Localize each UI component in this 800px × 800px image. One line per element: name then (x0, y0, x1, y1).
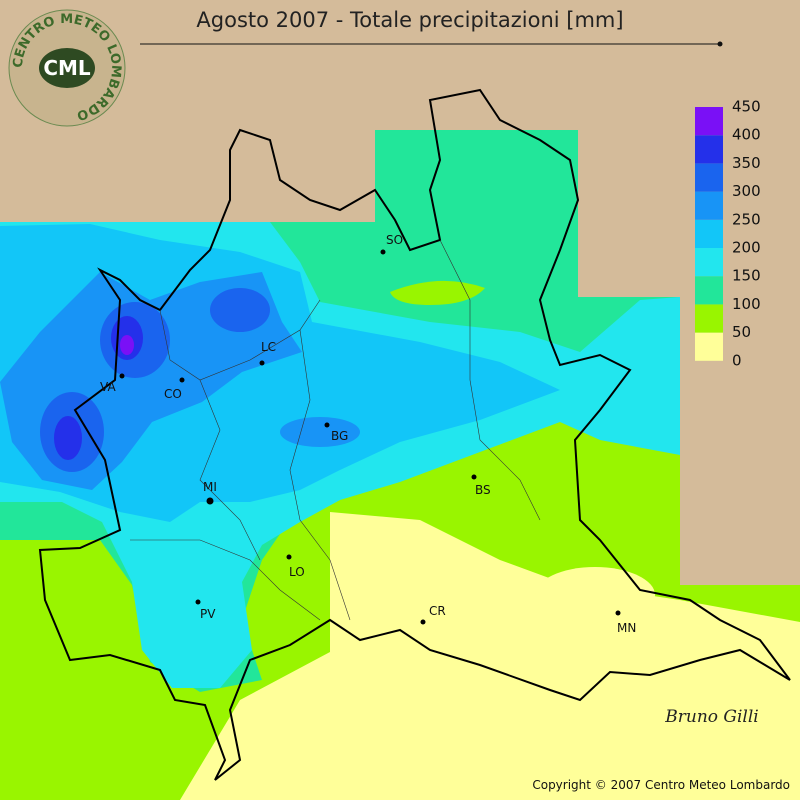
cities: SO LC CO VA BG BS MI LO PV CR MN (100, 233, 636, 635)
legend-swatch (695, 135, 723, 164)
legend-label: 300 (732, 182, 761, 200)
band (280, 417, 360, 447)
city-label: PV (200, 607, 216, 621)
signature: Bruno Gilli (664, 707, 758, 727)
city: MN (615, 610, 636, 635)
legend-swatch (695, 107, 723, 136)
legend-swatch (695, 304, 723, 333)
city: BS (471, 474, 491, 497)
city-label: BG (331, 429, 348, 443)
logo: CENTRO METEO LOMBARDO CML (8, 9, 126, 127)
city-dot (615, 610, 621, 616)
city: LC (259, 340, 276, 366)
province-border (159, 299, 321, 381)
city: SO (380, 233, 403, 255)
city-label: MI (203, 480, 217, 494)
legend-label: 150 (732, 267, 761, 285)
region-border (38, 88, 791, 781)
legend-label: 450 (732, 98, 761, 116)
legend-swatch (695, 219, 723, 248)
legend-label: 0 (732, 351, 742, 369)
city: CO (164, 377, 185, 401)
legend-swatch (695, 248, 723, 277)
band (180, 512, 800, 800)
legend-label: 50 (732, 323, 751, 341)
band (210, 288, 270, 332)
city-label: LO (289, 565, 305, 579)
city: PV (195, 599, 216, 621)
province-borders (130, 239, 541, 621)
city: MI (203, 480, 217, 505)
band (54, 416, 82, 460)
city-dot (380, 249, 386, 255)
province-border (199, 379, 261, 561)
copyright: Copyright © 2007 Centro Meteo Lombardo (532, 778, 790, 792)
province-border (289, 329, 351, 621)
legend-label: 200 (732, 239, 761, 257)
city-label: CR (429, 604, 446, 618)
city: BG (324, 422, 348, 443)
city-dot (286, 554, 292, 560)
legend-label: 400 (732, 126, 761, 144)
city-dot (471, 474, 477, 480)
city: VA (100, 373, 125, 394)
title-rule-end (717, 41, 723, 47)
legend-label: 350 (732, 154, 761, 172)
legend-swatch (695, 191, 723, 220)
legend: 0 50 100 150 200 250 300 350 400 450 (695, 98, 761, 369)
city-label: LC (261, 340, 276, 354)
city-dot (259, 360, 265, 366)
legend-label: 250 (732, 210, 761, 228)
province-border (439, 239, 541, 521)
city-dot (195, 599, 201, 605)
logo-text: CML (43, 56, 91, 80)
title: Agosto 2007 - Totale precipitazioni [mm] (196, 8, 623, 32)
city-dot (420, 619, 426, 625)
city-label: BS (475, 483, 491, 497)
band (390, 280, 485, 305)
city-label: VA (100, 380, 116, 394)
city: LO (286, 554, 305, 579)
precipitation-field (0, 130, 800, 800)
legend-swatch (695, 332, 723, 361)
band (535, 567, 655, 623)
legend-swatch (695, 163, 723, 192)
legend-label: 100 (732, 295, 761, 313)
city-label: SO (386, 233, 403, 247)
city-dot (206, 497, 214, 505)
logo-center (39, 48, 95, 88)
province-border (130, 539, 321, 621)
band (120, 335, 134, 355)
city-dot (119, 373, 125, 379)
city-label: CO (164, 387, 182, 401)
city-dot (179, 377, 185, 383)
city-label: MN (617, 621, 636, 635)
legend-swatch (695, 276, 723, 305)
city: CR (420, 604, 446, 625)
city-dot (324, 422, 330, 428)
